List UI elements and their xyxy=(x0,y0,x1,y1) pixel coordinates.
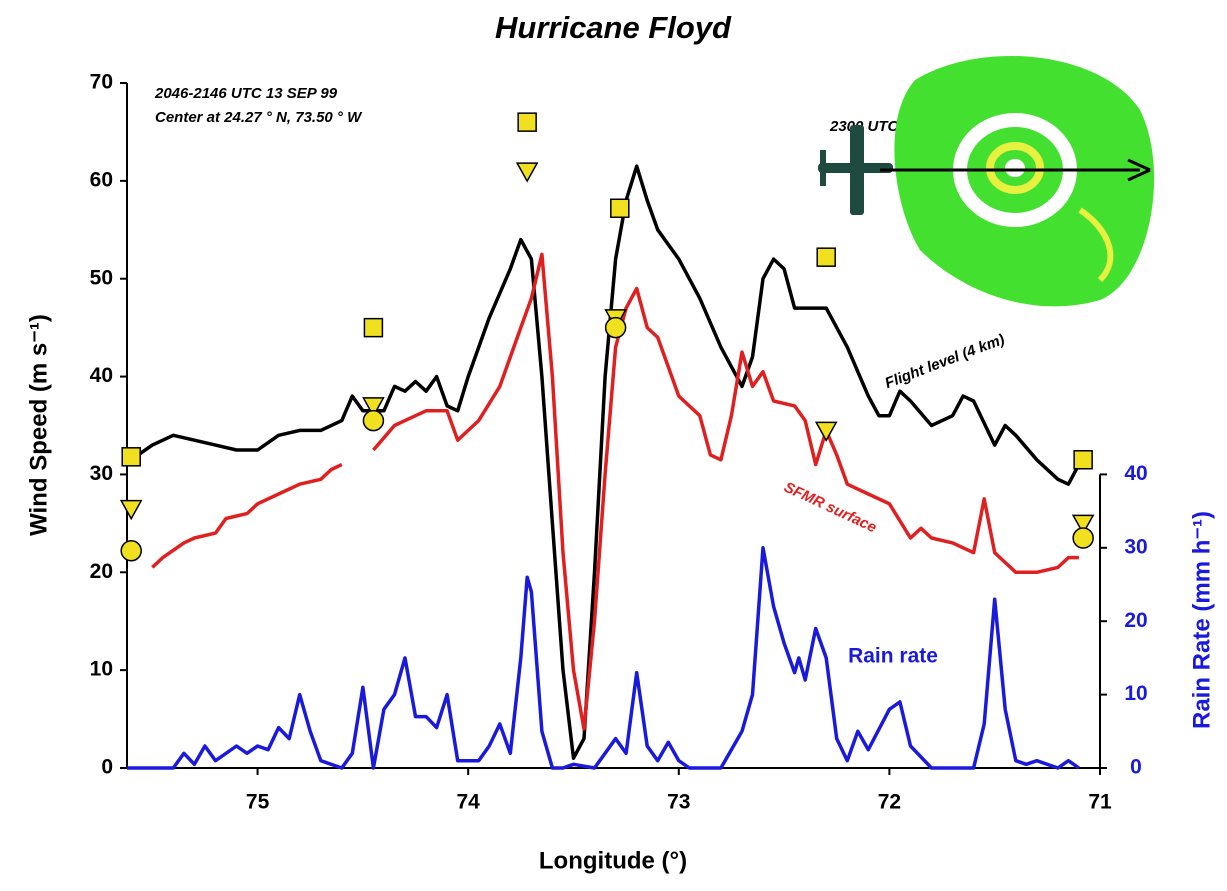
series-label: Rain rate xyxy=(848,645,938,668)
square-marker xyxy=(363,317,384,338)
triangle-marker xyxy=(814,421,838,442)
y-axis-label: Wind Speed (m s⁻¹) xyxy=(25,314,52,536)
radar-eye xyxy=(1005,159,1025,177)
radar-echo xyxy=(894,56,1155,307)
square-marker xyxy=(1073,450,1093,470)
y-tick-label: 50 xyxy=(90,266,113,289)
square-marker xyxy=(610,198,630,219)
x-tick-label: 74 xyxy=(457,791,481,814)
annotation: 2046-2146 UTC 13 SEP 99 xyxy=(154,85,338,102)
series-line xyxy=(130,164,1081,760)
y2-tick-label: 0 xyxy=(1130,756,1142,779)
y2-tick-label: 20 xyxy=(1124,609,1147,632)
x-tick-label: 75 xyxy=(246,791,270,814)
y2-axis-label: Rain Rate (mm h⁻¹) xyxy=(1188,511,1215,729)
arrow-head xyxy=(1127,158,1151,182)
triangle-marker xyxy=(362,397,385,418)
circle-marker xyxy=(1072,527,1094,549)
x-tick-label: 71 xyxy=(1088,791,1112,814)
square-marker xyxy=(121,447,141,467)
circle-marker xyxy=(604,316,627,339)
y-tick-label: 60 xyxy=(90,168,113,191)
y-tick-label: 40 xyxy=(90,364,113,387)
triangle-marker xyxy=(119,499,143,521)
radar-band xyxy=(1078,207,1114,283)
annotation: Center at 24.27 ° N, 73.50 ° W xyxy=(155,109,363,126)
x-tick-label: 73 xyxy=(667,791,690,814)
y2-tick-label: 10 xyxy=(1124,682,1147,705)
series-line xyxy=(127,546,1080,770)
y-tick-label: 0 xyxy=(101,756,113,779)
series-label: Flight level (4 km) xyxy=(883,331,1007,392)
x-tick-label: 72 xyxy=(878,791,901,814)
y-tick-label: 30 xyxy=(90,462,113,485)
series-line xyxy=(151,252,1079,731)
triangle-marker xyxy=(1071,514,1095,535)
square-marker xyxy=(816,247,836,267)
chart-title: Hurricane Floyd xyxy=(495,10,732,45)
circle-marker xyxy=(120,540,142,562)
triangle-marker xyxy=(515,162,539,183)
radar-inset xyxy=(818,56,1155,307)
y2-tick-label: 40 xyxy=(1124,462,1147,485)
square-marker xyxy=(517,112,537,132)
y-tick-label: 20 xyxy=(90,560,113,583)
y-tick-label: 10 xyxy=(90,658,113,681)
annotation: 2300 UTC xyxy=(829,118,900,135)
circle-marker xyxy=(362,409,385,432)
aircraft xyxy=(818,125,893,215)
series-label: SFMR surface xyxy=(781,479,879,537)
y-tick-label: 70 xyxy=(90,71,113,94)
y2-tick-label: 30 xyxy=(1124,535,1147,558)
radar-eyewall xyxy=(986,142,1044,194)
x-axis-label: Longitude (°) xyxy=(539,847,687,874)
